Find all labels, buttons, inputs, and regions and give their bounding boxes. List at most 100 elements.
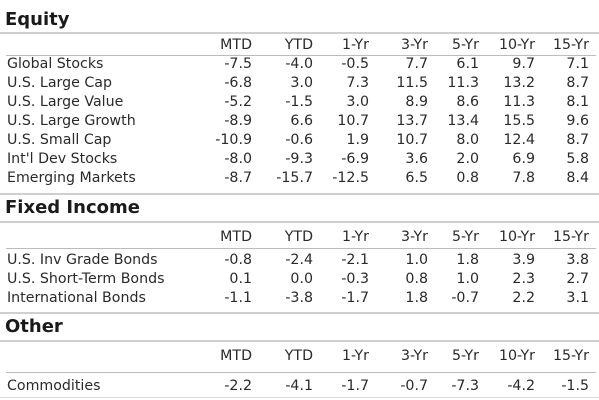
- row-label: International Bonds: [7, 290, 146, 306]
- value-mtd: -8.9: [224, 113, 252, 129]
- table-row: Int'l Dev Stocks -8.0 -9.3 -6.9 3.6 2.0 …: [0, 150, 599, 169]
- value-1yr: 1.9: [346, 132, 369, 148]
- value-10yr: 6.9: [512, 151, 535, 167]
- value-ytd: 3.0: [290, 75, 313, 91]
- value-1yr: -12.5: [332, 170, 369, 186]
- header-separator: [6, 55, 596, 56]
- value-3yr: 7.7: [405, 56, 428, 72]
- row-label: Global Stocks: [7, 56, 104, 72]
- value-15yr: 8.1: [566, 94, 589, 110]
- column-header-1yr: 1-Yr: [342, 229, 369, 245]
- value-5yr: -7.3: [451, 378, 479, 394]
- value-3yr: 1.0: [405, 252, 428, 268]
- value-3yr: 3.6: [405, 151, 428, 167]
- row-label: U.S. Large Cap: [7, 75, 112, 91]
- value-3yr: 0.8: [405, 271, 428, 287]
- value-5yr: 11.3: [447, 75, 479, 91]
- value-15yr: 8.7: [566, 132, 589, 148]
- column-header-10yr: 10-Yr: [499, 37, 535, 53]
- value-10yr: 2.2: [512, 290, 535, 306]
- value-10yr: 13.2: [503, 75, 535, 91]
- value-mtd: -10.9: [215, 132, 252, 148]
- value-1yr: 7.3: [346, 75, 369, 91]
- column-header-10yr: 10-Yr: [499, 229, 535, 245]
- table-row: U.S. Large Growth -8.9 6.6 10.7 13.7 13.…: [0, 112, 599, 131]
- section-divider: [0, 340, 599, 342]
- row-label: U.S. Small Cap: [7, 132, 112, 148]
- value-10yr: 2.3: [512, 271, 535, 287]
- row-label: U.S. Large Value: [7, 94, 124, 110]
- value-mtd: -7.5: [224, 56, 252, 72]
- value-5yr: 8.6: [456, 94, 479, 110]
- value-15yr: 2.7: [566, 271, 589, 287]
- table-row: U.S. Inv Grade Bonds -0.8 -2.4 -2.1 1.0 …: [0, 251, 599, 270]
- table-row: Global Stocks -7.5 -4.0 -0.5 7.7 6.1 9.7…: [0, 55, 599, 74]
- bottom-border: [0, 397, 599, 398]
- value-mtd: -8.7: [224, 170, 252, 186]
- value-15yr: 8.7: [566, 75, 589, 91]
- value-1yr: -2.1: [341, 252, 369, 268]
- value-10yr: 15.5: [503, 113, 535, 129]
- column-header-5yr: 5-Yr: [452, 348, 479, 364]
- value-3yr: -0.7: [400, 378, 428, 394]
- value-ytd: -0.6: [285, 132, 313, 148]
- column-header-mtd: MTD: [220, 348, 252, 364]
- value-15yr: 8.4: [566, 170, 589, 186]
- header-separator: [6, 248, 596, 249]
- table-row: U.S. Small Cap -10.9 -0.6 1.9 10.7 8.0 1…: [0, 131, 599, 150]
- value-15yr: 9.6: [566, 113, 589, 129]
- value-10yr: 3.9: [512, 252, 535, 268]
- row-label: U.S. Large Growth: [7, 113, 136, 129]
- value-1yr: -1.7: [341, 378, 369, 394]
- value-mtd: -8.0: [224, 151, 252, 167]
- section-title-other: Other: [5, 316, 63, 337]
- value-5yr: -0.7: [451, 290, 479, 306]
- value-15yr: 7.1: [566, 56, 589, 72]
- column-header-5yr: 5-Yr: [452, 37, 479, 53]
- value-15yr: -1.5: [561, 378, 589, 394]
- header-separator: [6, 372, 596, 373]
- value-3yr: 13.7: [396, 113, 428, 129]
- column-header-3yr: 3-Yr: [401, 37, 428, 53]
- value-5yr: 0.8: [456, 170, 479, 186]
- value-3yr: 1.8: [405, 290, 428, 306]
- column-header-3yr: 3-Yr: [401, 348, 428, 364]
- table-row: Emerging Markets -8.7 -15.7 -12.5 6.5 0.…: [0, 169, 599, 188]
- table-row: International Bonds -1.1 -3.8 -1.7 1.8 -…: [0, 289, 599, 308]
- value-1yr: -0.5: [341, 56, 369, 72]
- value-5yr: 1.8: [456, 252, 479, 268]
- value-15yr: 3.8: [566, 252, 589, 268]
- value-ytd: 6.6: [290, 113, 313, 129]
- value-10yr: 9.7: [512, 56, 535, 72]
- section-divider: [0, 312, 599, 314]
- value-1yr: -6.9: [341, 151, 369, 167]
- value-10yr: 11.3: [503, 94, 535, 110]
- value-5yr: 6.1: [456, 56, 479, 72]
- value-ytd: -4.1: [285, 378, 313, 394]
- value-mtd: -6.8: [224, 75, 252, 91]
- row-label: U.S. Short-Term Bonds: [7, 271, 165, 287]
- value-mtd: -5.2: [224, 94, 252, 110]
- section-title-equity: Equity: [5, 9, 70, 30]
- value-1yr: 3.0: [346, 94, 369, 110]
- value-ytd: -15.7: [276, 170, 313, 186]
- column-header-ytd: YTD: [284, 37, 313, 53]
- section-divider: [0, 221, 599, 223]
- value-ytd: -3.8: [285, 290, 313, 306]
- table-row: U.S. Large Value -5.2 -1.5 3.0 8.9 8.6 1…: [0, 93, 599, 112]
- value-5yr: 2.0: [456, 151, 479, 167]
- section-divider: [0, 32, 599, 34]
- value-mtd: -0.8: [224, 252, 252, 268]
- value-ytd: -2.4: [285, 252, 313, 268]
- row-label: Int'l Dev Stocks: [7, 151, 118, 167]
- row-label: U.S. Inv Grade Bonds: [7, 252, 158, 268]
- column-header-1yr: 1-Yr: [342, 37, 369, 53]
- column-header-15yr: 15-Yr: [553, 348, 589, 364]
- value-10yr: 12.4: [503, 132, 535, 148]
- value-3yr: 6.5: [405, 170, 428, 186]
- value-3yr: 8.9: [405, 94, 428, 110]
- row-label: Emerging Markets: [7, 170, 136, 186]
- column-header-3yr: 3-Yr: [401, 229, 428, 245]
- value-5yr: 8.0: [456, 132, 479, 148]
- value-1yr: -0.3: [341, 271, 369, 287]
